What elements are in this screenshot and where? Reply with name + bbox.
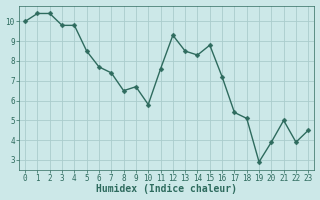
X-axis label: Humidex (Indice chaleur): Humidex (Indice chaleur)	[96, 184, 237, 194]
